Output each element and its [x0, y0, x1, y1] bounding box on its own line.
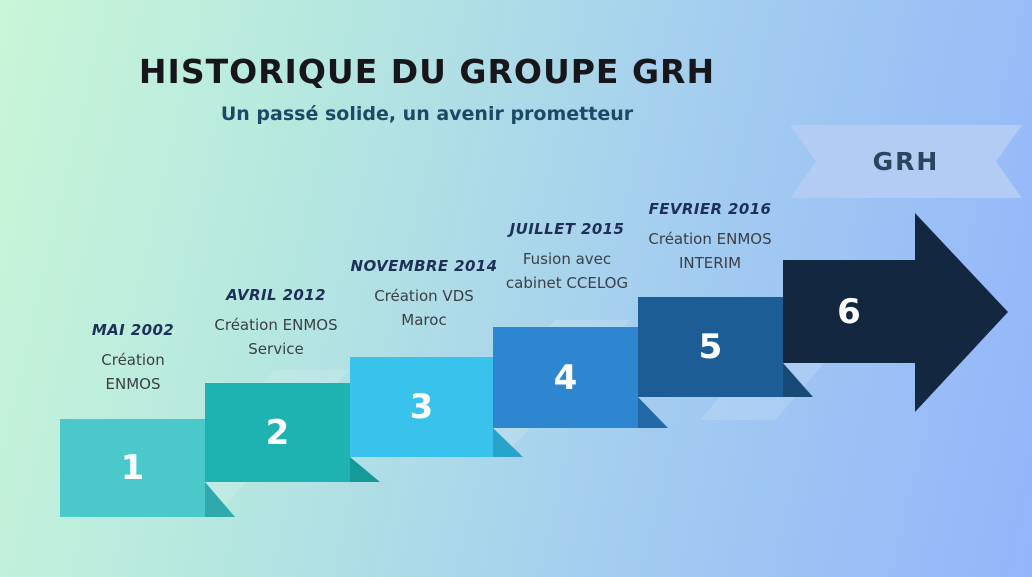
step-1-date: MAI 2002	[91, 321, 175, 339]
header: HISTORIQUE DU GROUPE GRH Un passé solide…	[0, 0, 854, 125]
step-4-date: JUILLET 2015	[509, 220, 625, 238]
grh-ribbon-banner: GRH	[790, 125, 1022, 198]
step-5-date: FEVRIER 2016	[648, 200, 772, 218]
timeline-step-5-box: 5	[638, 297, 783, 397]
step-2-date: AVRIL 2012	[226, 286, 326, 304]
step-4-number: 4	[553, 357, 578, 398]
timeline-step-1-box: 1	[60, 419, 205, 517]
step-4-description: Fusion avec cabinet CCELOG	[505, 250, 629, 292]
step-2-description: Création ENMOS Service	[214, 316, 338, 358]
step-6-number: 6	[837, 291, 861, 332]
step-5-number: 5	[698, 327, 723, 367]
step-3-description: Création VDS Maroc	[374, 287, 474, 329]
step-5-label: FEVRIER 2016 Création ENMOS INTERIM	[625, 200, 795, 275]
step-3-fold	[493, 428, 523, 457]
step-2-fold	[350, 457, 380, 482]
step-1-number: 1	[120, 448, 145, 488]
timeline-step-3-box: 3	[350, 357, 493, 457]
step-5-fold	[783, 363, 813, 397]
step-3-number: 3	[409, 387, 434, 427]
step-2-label: AVRIL 2012 Création ENMOS Service	[191, 286, 361, 361]
step-1-description: Création ENMOS	[101, 351, 165, 393]
step-5-description: Création ENMOS INTERIM	[648, 230, 772, 272]
page-title: HISTORIQUE DU GROUPE GRH	[138, 52, 716, 91]
timeline-step-6-arrow-label: 6	[783, 260, 915, 363]
grh-banner-label: GRH	[872, 147, 940, 176]
timeline-step-2-box: 2	[205, 383, 350, 482]
step-2-number: 2	[265, 412, 290, 453]
step-1-fold	[205, 482, 235, 517]
timeline-step-4-box: 4	[493, 327, 638, 428]
step-1-label: MAI 2002 Création ENMOS	[48, 321, 218, 396]
step-4-fold	[638, 397, 668, 428]
page-subtitle: Un passé solide, un avenir prometteur	[220, 103, 634, 125]
step-3-label: NOVEMBRE 2014 Création VDS Maroc	[339, 257, 509, 332]
step-4-label: JUILLET 2015 Fusion avec cabinet CCELOG	[482, 220, 652, 295]
step-3-date: NOVEMBRE 2014	[350, 257, 498, 275]
